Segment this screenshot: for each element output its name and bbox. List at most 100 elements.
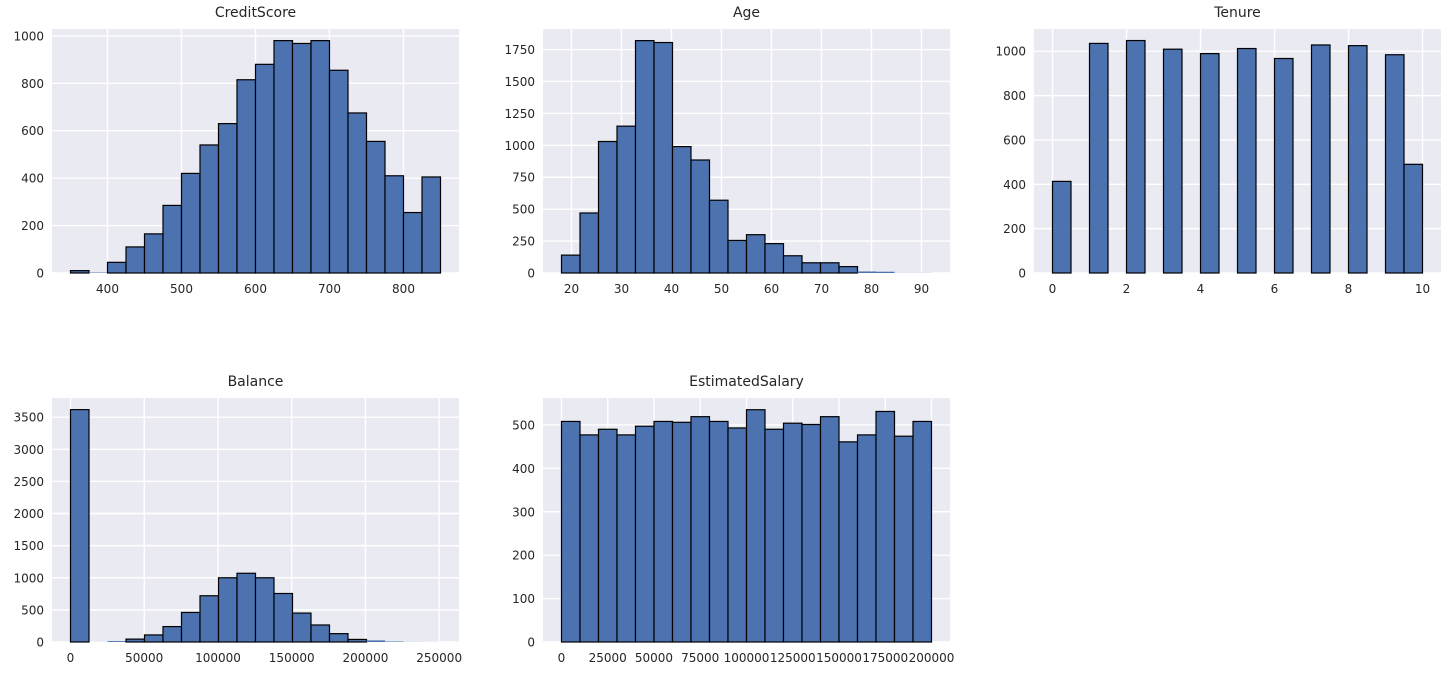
histogram-bar [236,79,257,274]
histogram-bar [347,638,368,643]
chart-balance: Balance 0 500 1000 1500 2000 2500 3000 3500 0 500… [0,369,473,676]
bars-group [69,409,441,643]
histogram-bar [745,234,766,274]
y-tick-label: 600 [21,124,44,138]
histogram-bar [1199,53,1220,274]
x-tick-label: 400 [96,282,119,296]
x-tick-label: 80 [864,282,879,296]
histogram-bar [1088,42,1109,274]
x-tick-labels: 20 30 40 50 60 70 80 90 [564,282,929,296]
histogram-bar [912,420,933,643]
x-tick-label: 200000 [343,651,389,665]
histogram-bar [69,409,90,643]
y-tick-label: 1250 [504,107,535,121]
histogram-bar [876,271,895,273]
chart-title: Age [732,5,761,21]
age-plot: 0 250 500 750 1000 1250 1500 1750 20 30 40 50 60 70 80… [504,29,950,296]
y-tick-labels: 0 200 400 600 800 1000 [13,29,44,280]
histogram-bar [745,409,766,643]
y-tick-label: 500 [21,603,44,617]
histogram-bar [1310,44,1331,274]
x-tick-label: 2 [1123,282,1131,296]
histogram-bar [143,233,164,274]
histogram-bar [1125,39,1146,274]
x-tick-label: 250000 [416,651,462,665]
histogram-bar [653,420,674,643]
x-tick-label: 30 [614,282,629,296]
histogram-bar [1273,57,1294,274]
histogram-bar [782,255,803,274]
y-tick-label: 400 [512,462,535,476]
y-tick-label: 250 [512,235,535,249]
y-tick-labels: 0 100 200 300 400 500 [512,418,535,649]
histogram-bar [597,140,618,274]
histogram-bar [328,69,349,274]
histogram-bar [162,625,183,643]
histogram-bar [616,125,637,274]
x-tick-label: 8 [1345,282,1353,296]
chart-creditscore: CreditScore 0 200 400 600 800 1000 400 500 600 70… [0,0,473,312]
histogram-bar [125,638,146,643]
histogram-bar [143,634,164,643]
bars-group [69,40,442,274]
x-tick-label: 100000 [724,651,770,665]
histogram-bar [365,140,386,274]
x-tick-labels: 400 500 600 700 800 [96,282,415,296]
bars-group [560,409,933,643]
x-tick-label: 40 [664,282,679,296]
histogram-bar [217,123,238,274]
x-tick-label: 150000 [816,651,862,665]
histogram-bar [106,261,127,274]
x-tick-label: 50000 [635,651,673,665]
histogram-bar [384,175,405,274]
histogram-bar [690,416,711,643]
y-tick-label: 0 [1018,267,1026,281]
x-tick-label: 700 [318,282,341,296]
y-tick-label: 3000 [13,443,44,457]
histogram-bar [273,592,294,643]
chart-tenure: Tenure 0 200 400 600 800 1000 0 2 4 6 8 10 [982,0,1455,312]
histogram-bar [819,416,840,643]
histogram-bar [727,239,748,274]
y-tick-label: 200 [1003,222,1026,236]
y-tick-label: 0 [527,636,535,650]
histogram-bar [616,434,637,643]
histogram-bar [1051,180,1072,274]
x-tick-label: 150000 [269,651,315,665]
x-tick-label: 70 [814,282,829,296]
histogram-bar [819,262,840,274]
chart-title: Balance [227,374,284,390]
bars-group [1051,39,1424,274]
y-tick-label: 200 [21,219,44,233]
y-tick-label: 100 [512,592,535,606]
histogram-bar [310,40,331,274]
histogram-bar [421,176,442,274]
histogram-bar [671,145,692,274]
chart-title: CreditScore [214,5,297,21]
y-tick-label: 1000 [504,139,535,153]
x-tick-label: 0 [558,651,566,665]
y-tick-label: 0 [527,267,535,281]
histogram-bar [1384,54,1405,274]
x-tick-label: 175000 [862,651,908,665]
histogram-bar [254,577,275,643]
histogram-bar [273,40,294,274]
histogram-bar [560,420,581,643]
histogram-bar [653,41,674,274]
y-tick-label: 300 [512,505,535,519]
histogram-bar [579,212,600,274]
histogram-bar [856,434,877,643]
y-tick-label: 1000 [13,29,44,43]
y-tick-label: 600 [1003,133,1026,147]
histogram-bar [801,423,822,643]
histogram-bar [291,42,312,274]
tenure-plot: 0 200 400 600 800 1000 0 2 4 6 8 10 [995,29,1441,296]
histogram-bar [254,63,275,274]
histogram-bar [1162,48,1183,274]
y-tick-label: 500 [512,203,535,217]
y-tick-label: 2500 [13,475,44,489]
bars-group [560,40,932,274]
x-tick-label: 800 [392,282,415,296]
histogram-bar [180,611,201,643]
